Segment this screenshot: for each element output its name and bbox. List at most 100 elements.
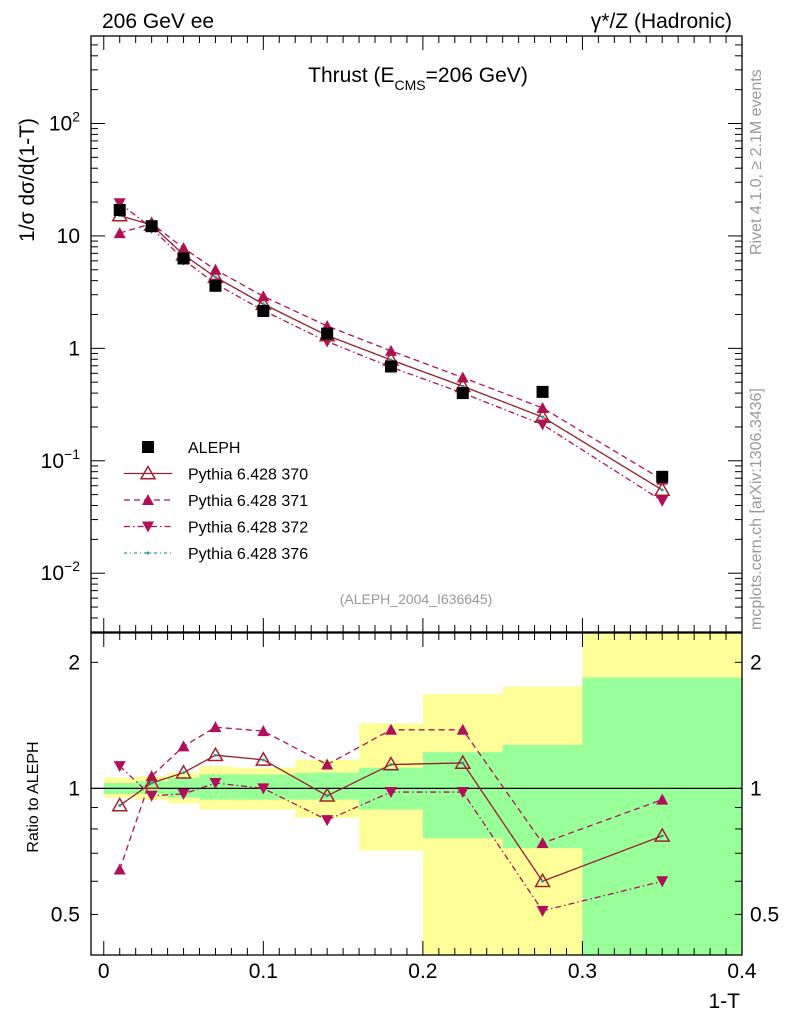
main-line-1 [119, 214, 663, 491]
main-ytick-label-4: 102 [49, 108, 80, 135]
ratio-point-2-9 [656, 876, 669, 888]
main-point-2-0 [113, 227, 126, 239]
main-point-2-6 [384, 344, 397, 356]
mcplots-citation-label: mcplots.cern.ch [arXiv:1306.3436] [748, 388, 765, 630]
main-point-3-8 [536, 419, 549, 431]
ratio-ytick-label-right-0: 0.5 [750, 903, 779, 926]
xtick-label-1: 0.1 [249, 960, 278, 983]
xtick-label-4: 0.4 [727, 960, 757, 983]
ratio-point-0-8 [534, 872, 551, 888]
main-point-0-1 [145, 220, 158, 233]
ratio-point-0-5 [318, 787, 336, 802]
ratio-bands [103, 633, 742, 955]
ratio-point-3-0 [118, 804, 122, 808]
main-point-0-8 [536, 385, 549, 398]
main-frame [90, 35, 743, 633]
main-ytick-label-2: 1 [68, 337, 80, 360]
ratio-point-1-8 [536, 837, 549, 849]
main-y-axis-label: 1/σ dσ/d(1-T) [16, 118, 39, 242]
main-point-4-7 [461, 384, 465, 388]
green-band-9 [582, 677, 742, 955]
main-ytick-label-3: 10 [57, 225, 80, 248]
ratio-point-0-3 [207, 746, 224, 762]
main-point-0-0 [113, 204, 126, 217]
header-energy-label: 206 GeV ee [102, 10, 214, 33]
ratio-point-3-5 [325, 794, 329, 798]
ratio-point-0-2 [175, 764, 192, 779]
ratio-point-1-0 [113, 863, 126, 875]
main-point-1-8 [534, 408, 551, 424]
rivet-version-label: Rivet 4.1.0, ≥ 2.1M events [748, 69, 765, 255]
main-point-0-9 [656, 470, 669, 483]
ratio-point-0-4 [255, 751, 272, 766]
ratio-point-2-1 [145, 790, 158, 802]
main-point-0-3 [209, 279, 222, 292]
main-ytick-label-1: 10−1 [41, 446, 81, 473]
ratio-point-3-9 [660, 834, 664, 838]
ratio-point-0-9 [653, 827, 671, 842]
main-plot-title: Thrust (ECMS=206 GeV) [308, 64, 528, 93]
main-point-0-4 [257, 304, 270, 317]
legend: ALEPH Pythia 6.428 370 Pythia 6.428 371 Pyt… [124, 440, 308, 563]
ratio-point-2-7 [456, 787, 469, 799]
main-point-4-8 [541, 415, 545, 419]
legend-marker-1 [139, 464, 157, 480]
legend-label-2: Pythia 6.428 371 [188, 493, 308, 510]
main-point-4-3 [213, 275, 217, 279]
ratio-point-1-9 [656, 793, 669, 805]
ratio-point-3-4 [261, 758, 265, 762]
ratio-point-3-3 [213, 753, 217, 757]
ratio-point-3-6 [389, 763, 393, 767]
ratio-line-2 [119, 765, 663, 912]
xtick-label-3: 0.3 [568, 960, 597, 983]
legend-label-3: Pythia 6.428 372 [188, 520, 308, 537]
legend-marker-0 [142, 441, 154, 453]
main-point-0-6 [384, 360, 397, 373]
ratio-point-3-2 [182, 771, 186, 775]
main-line-2 [119, 222, 663, 481]
title-pre: Thrust (E [308, 64, 394, 87]
analysis-id-label: (ALEPH_2004_I636645) [340, 591, 493, 607]
ratio-point-1-3 [209, 721, 222, 733]
ratio-point-1-2 [177, 740, 190, 752]
main-point-3-9 [656, 495, 669, 507]
ratio-ytick-label-right-1: 1 [750, 777, 762, 800]
ratio-point-3-8 [541, 879, 545, 883]
ratio-point-2-0 [113, 761, 126, 773]
ratio-point-2-2 [177, 788, 190, 800]
ratio-series-layer [111, 721, 671, 917]
ratio-ytick-label-left-0: 0.5 [51, 903, 80, 926]
xtick-label-2: 0.2 [408, 960, 437, 983]
main-point-4-9 [660, 488, 664, 492]
main-point-0-5 [321, 327, 334, 340]
axes-layer: 10−2 10−1 1 10 102 0.5 0.5 1 1 2 2 0 0.1 0.2 0.3 0.4 [41, 35, 779, 983]
ratio-frame [90, 632, 743, 956]
ratio-point-0-6 [382, 756, 400, 771]
ratio-point-1-7 [456, 723, 469, 735]
legend-marker-2 [142, 494, 154, 505]
x-axis-label: 1-T [709, 990, 741, 1013]
ratio-point-3-1 [150, 781, 154, 785]
main-point-1-9 [653, 481, 671, 496]
main-point-4-4 [261, 302, 265, 306]
ratio-line-0 [119, 754, 663, 883]
ratio-ytick-label-left-1: 1 [68, 777, 80, 800]
ratio-point-0-0 [111, 797, 129, 812]
main-point-0-2 [177, 252, 190, 265]
header-process-label: γ*/Z (Hadronic) [591, 10, 732, 33]
xtick-label-0: 0 [98, 960, 110, 983]
title-post: =206 GeV) [426, 64, 528, 87]
ratio-point-2-4 [257, 783, 270, 795]
main-series-layer [111, 198, 671, 507]
ratio-point-1-4 [257, 725, 270, 737]
main-ytick-label-0: 10−2 [41, 558, 81, 585]
main-point-2-8 [536, 401, 549, 413]
legend-label-1: Pythia 6.428 370 [188, 467, 308, 484]
main-point-2-7 [456, 371, 469, 383]
ratio-point-0-7 [454, 754, 472, 769]
green-band-8 [502, 744, 583, 849]
ratio-point-1-6 [384, 723, 397, 735]
ratio-line-1 [119, 726, 663, 870]
ratio-ytick-label-right-2: 2 [750, 651, 762, 674]
